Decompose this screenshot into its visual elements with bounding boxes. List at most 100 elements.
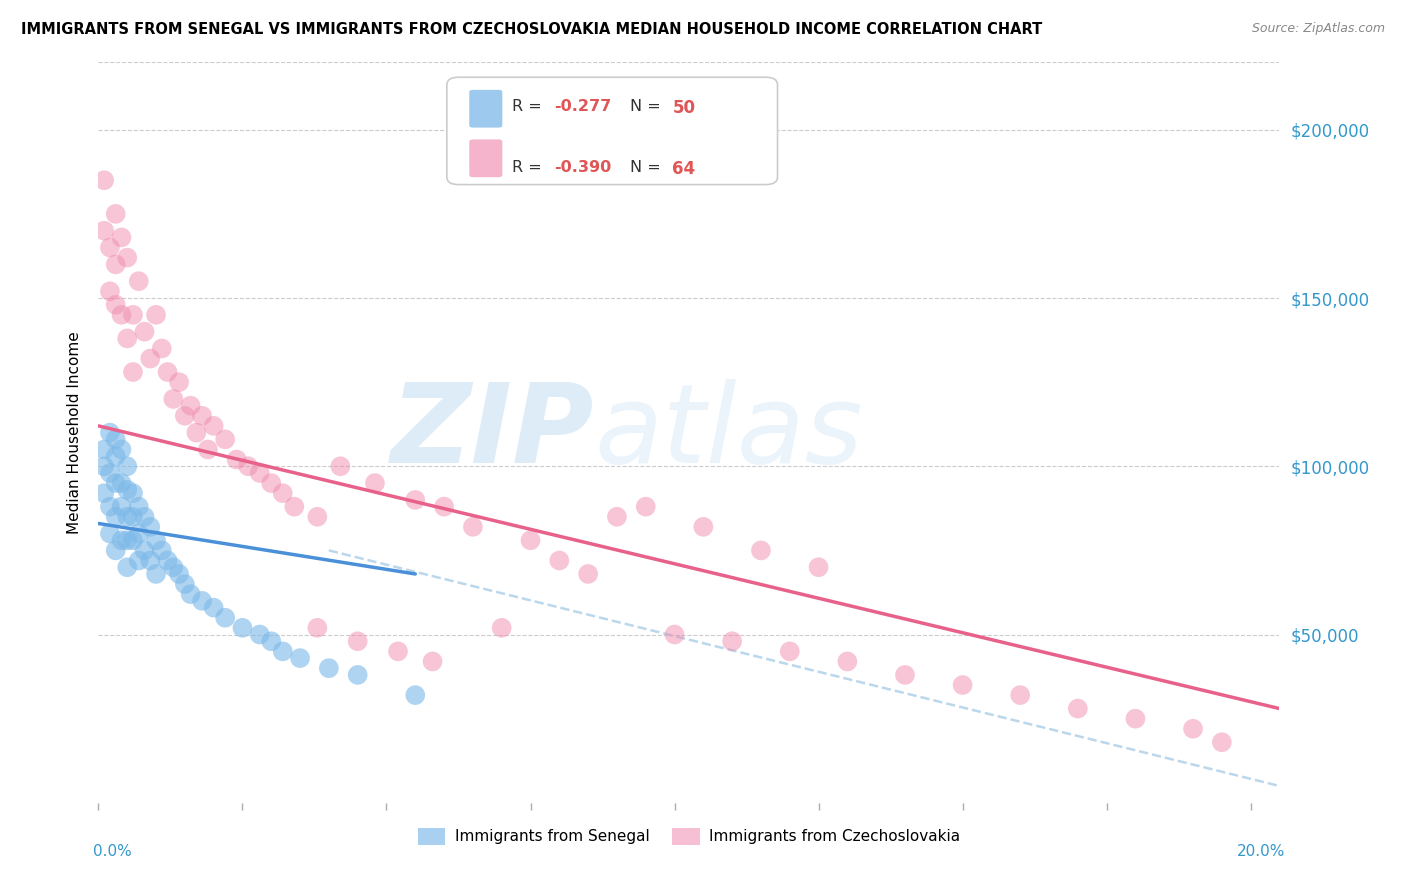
Point <box>387 644 409 658</box>
Point <box>134 509 156 524</box>
Point <box>98 285 121 299</box>
Point <box>231 621 253 635</box>
Point <box>173 409 195 423</box>
Text: -0.277: -0.277 <box>554 99 612 114</box>
Point <box>110 442 132 457</box>
Point <box>271 644 294 658</box>
Point <box>104 476 127 491</box>
Point <box>202 600 225 615</box>
Point <box>364 476 387 491</box>
Point <box>180 399 202 413</box>
Point <box>214 433 236 447</box>
Point <box>1211 735 1233 749</box>
Text: 64: 64 <box>672 161 696 178</box>
Point <box>191 409 214 423</box>
FancyBboxPatch shape <box>470 139 502 178</box>
Point <box>1182 722 1205 736</box>
Point <box>134 325 156 339</box>
Point <box>145 566 167 581</box>
Point <box>156 553 179 567</box>
Point <box>271 486 294 500</box>
Point <box>692 520 714 534</box>
Point <box>1010 688 1032 702</box>
FancyBboxPatch shape <box>447 78 778 185</box>
Point <box>93 459 115 474</box>
Point <box>115 560 138 574</box>
Point <box>110 533 132 548</box>
Point <box>110 476 132 491</box>
Point <box>162 392 184 406</box>
Point <box>98 425 121 440</box>
Point <box>404 492 426 507</box>
Point <box>115 331 138 345</box>
Point <box>115 533 138 548</box>
Point <box>104 543 127 558</box>
Point <box>346 668 368 682</box>
Point <box>186 425 208 440</box>
Point <box>329 459 352 474</box>
Point <box>779 644 801 658</box>
Text: N =: N = <box>630 161 666 175</box>
Point <box>167 375 190 389</box>
Point <box>1125 712 1147 726</box>
Point <box>162 560 184 574</box>
Point <box>98 466 121 480</box>
Point <box>634 500 657 514</box>
Text: Source: ZipAtlas.com: Source: ZipAtlas.com <box>1251 22 1385 36</box>
Point <box>197 442 219 457</box>
Point <box>104 257 127 271</box>
Point <box>548 553 571 567</box>
Text: IMMIGRANTS FROM SENEGAL VS IMMIGRANTS FROM CZECHOSLOVAKIA MEDIAN HOUSEHOLD INCOM: IMMIGRANTS FROM SENEGAL VS IMMIGRANTS FR… <box>21 22 1042 37</box>
Point <box>128 500 150 514</box>
Point <box>1067 701 1090 715</box>
Point <box>122 365 145 379</box>
Point <box>93 224 115 238</box>
Point <box>104 298 127 312</box>
Point <box>288 651 311 665</box>
Point <box>128 553 150 567</box>
Point <box>139 553 162 567</box>
Point <box>98 500 121 514</box>
Legend: Immigrants from Senegal, Immigrants from Czechoslovakia: Immigrants from Senegal, Immigrants from… <box>412 822 966 851</box>
Text: R =: R = <box>512 99 547 114</box>
Point <box>260 476 283 491</box>
Point <box>491 621 513 635</box>
Point <box>110 500 132 514</box>
Point <box>122 533 145 548</box>
Point <box>721 634 744 648</box>
Point <box>139 520 162 534</box>
Point <box>128 526 150 541</box>
Point <box>202 418 225 433</box>
Point <box>749 543 772 558</box>
Point <box>191 594 214 608</box>
Point <box>115 251 138 265</box>
Point <box>139 351 162 366</box>
Point <box>346 634 368 648</box>
Point <box>167 566 190 581</box>
Point <box>110 308 132 322</box>
Point <box>122 509 145 524</box>
Point <box>104 449 127 463</box>
Text: atlas: atlas <box>595 379 863 486</box>
Point <box>952 678 974 692</box>
Text: 50: 50 <box>672 99 696 118</box>
Point <box>98 240 121 255</box>
Point <box>104 433 127 447</box>
Y-axis label: Median Household Income: Median Household Income <box>67 331 83 534</box>
Point <box>93 173 115 187</box>
Point <box>145 533 167 548</box>
Point <box>145 308 167 322</box>
Point <box>433 500 456 514</box>
Point <box>225 452 247 467</box>
Point <box>461 520 484 534</box>
Point <box>318 661 340 675</box>
Point <box>249 466 271 480</box>
Point <box>93 442 115 457</box>
Point <box>110 230 132 244</box>
Text: N =: N = <box>630 99 666 114</box>
Text: 0.0%: 0.0% <box>93 844 131 858</box>
Point <box>404 688 426 702</box>
Point <box>260 634 283 648</box>
Point <box>249 627 271 641</box>
Point <box>115 459 138 474</box>
